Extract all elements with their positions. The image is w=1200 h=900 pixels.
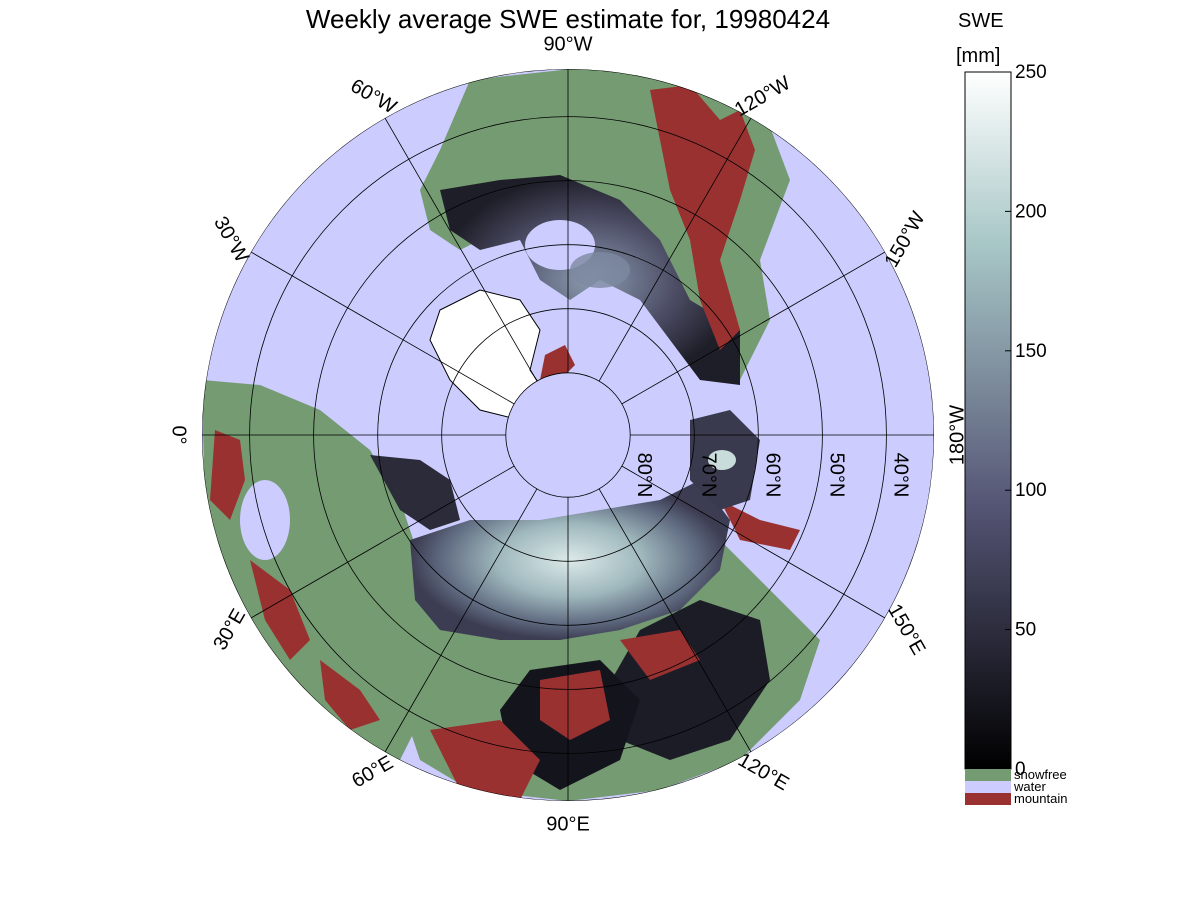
meridian-300 [384,488,538,753]
meridian-label-9: 0° [168,425,190,444]
legend-swatch-snowfree [965,769,1011,781]
siberia-snow [410,480,730,640]
parallel-label-50: 50°N [825,453,847,498]
alaska-snowpeak [708,450,736,470]
meridian-label-5: 120°E [734,749,792,795]
parallel-label-80: 80°N [633,453,655,498]
meridian-label-4: 150°E [883,600,929,658]
parallel-label-70: 70°N [697,453,719,498]
legend-swatch-water [965,781,1011,793]
meridian-label-3: 180°W [946,405,968,465]
colorbar-gradient [964,71,1012,770]
colorbar-label-swe: SWE [958,10,1004,32]
scandinavia-snow [370,455,460,530]
meridian-240 [598,488,752,753]
meridian-label-0: 90°W [543,33,592,55]
chart-title: Weekly average SWE estimate for, 1998042… [306,4,830,34]
parallel-label-40: 40°N [889,453,911,498]
meridian-label-1: 120°W [731,72,794,121]
colorbar-label-unit: [mm] [956,45,1000,67]
meridian-label-2: 150°W [880,208,929,271]
meridian-120 [598,117,752,382]
legend-label-water: water [1013,779,1046,794]
meridian-30 [250,251,515,405]
colorbar-tick-label-3: 100 [1015,480,1047,501]
asia-mountains [430,500,800,800]
legend-label-snowfree: snowfree [1014,767,1067,782]
legend-label-mountain: mountain [1014,791,1067,806]
meridian-label-6: 90°E [546,813,590,835]
meridian-label-7: 60°E [348,752,397,793]
parallel-label-60: 60°N [761,453,783,498]
europe-mountains [210,430,380,730]
meridian-60 [384,117,538,382]
baltic-sea [240,480,290,560]
graticule [202,69,934,801]
arctic-ocean [506,373,630,497]
colorbar-tick-label-4: 50 [1015,620,1036,641]
meridian-150 [621,251,886,405]
hudson-snowcap [570,252,630,288]
parallel-labels: 80°N 70°N 60°N 50°N 40°N [633,453,911,498]
colorbar-tick-label-0: 250 [1015,62,1047,83]
meridian-330 [250,465,515,619]
colorbar: SWE [mm] 250 200 150 100 50 0 snowfreewatermo… [956,10,1067,806]
meridian-label-8: 30°E [209,605,250,654]
colorbar-ticks: 250 200 150 100 50 0 [1005,62,1047,780]
legend-swatch-mountain [965,793,1011,805]
colorbar-tick-label-5: 0 [1015,759,1026,780]
meridian-label-11: 60°W [347,75,401,119]
meridian-label-10: 30°W [209,213,253,267]
colorbar-tick-label-1: 200 [1015,201,1047,222]
rocky-mountains [650,85,755,350]
meridian-210 [621,465,886,619]
polar-map [202,69,934,801]
greenland-south-tip [540,345,575,385]
colorbar-tick-label-2: 150 [1015,341,1047,362]
